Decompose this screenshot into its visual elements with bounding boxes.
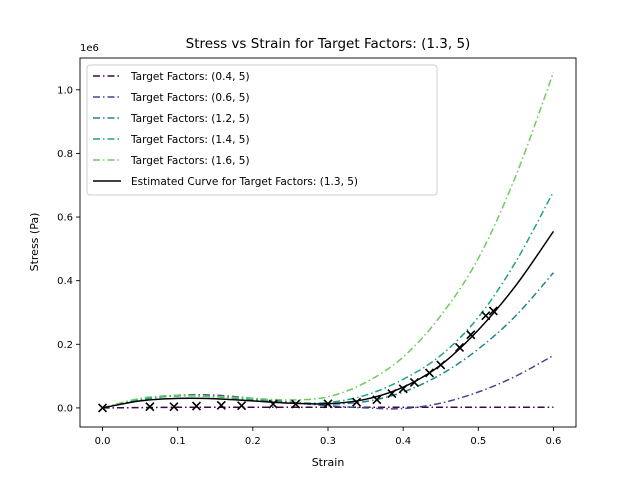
legend-box — [86, 64, 438, 196]
marker-layer — [97, 306, 498, 413]
x-tick-label: 0.0 — [95, 436, 111, 447]
legend-entry-0: Target Factors: (0.4, 5) — [130, 71, 250, 83]
legend-entry-2: Target Factors: (1.2, 5) — [130, 113, 250, 125]
data-point-marker — [323, 399, 333, 409]
x-tick-label: 0.1 — [170, 436, 186, 447]
y-tick-label: 1.0 — [57, 85, 73, 96]
data-point-marker — [409, 377, 419, 388]
y-tick-label: 0.8 — [57, 149, 73, 160]
chart-title: Stress vs Strain for Target Factors: (1.… — [186, 36, 471, 52]
legend-entry-3: Target Factors: (1.4, 5) — [130, 134, 250, 146]
data-point-marker — [372, 395, 382, 405]
x-tick-label: 0.6 — [546, 436, 562, 447]
x-tick-label: 0.2 — [245, 436, 261, 447]
data-point-marker — [97, 403, 108, 413]
data-point-marker — [387, 389, 397, 399]
data-point-marker — [191, 401, 202, 411]
data-point-marker — [268, 399, 278, 409]
data-point-marker — [466, 330, 476, 340]
data-point-marker — [436, 360, 446, 370]
x-axis-label: Strain — [312, 456, 345, 469]
y-offset-label: 1e6 — [80, 43, 99, 54]
x-tick-label: 0.5 — [470, 436, 486, 447]
legend-entry-5: Estimated Curve for Target Factors: (1.3… — [131, 176, 358, 188]
data-point-marker — [145, 402, 155, 412]
data-point-marker — [216, 400, 226, 410]
y-axis: 0.0 0.2 0.4 0.6 0.8 1.0 — [57, 85, 80, 414]
y-tick-label: 0.6 — [57, 213, 73, 224]
data-point-marker — [169, 402, 179, 412]
legend-entry-1: Target Factors: (0.6, 5) — [130, 92, 250, 104]
data-point-marker — [488, 306, 498, 316]
data-point-marker — [291, 399, 301, 409]
x-tick-label: 0.4 — [395, 436, 411, 447]
data-point-marker — [481, 311, 491, 321]
series-line-0 — [102, 406, 554, 409]
data-point-marker — [351, 397, 362, 407]
data-point-marker — [398, 384, 408, 394]
data-point-marker — [424, 368, 435, 378]
series-line-4 — [102, 72, 555, 409]
data-point-marker — [454, 342, 465, 353]
x-axis: 0.0 0.1 0.2 0.3 0.4 0.5 0.6 — [95, 427, 562, 447]
y-tick-label: 0.0 — [57, 403, 73, 414]
x-tick-label: 0.3 — [320, 436, 336, 447]
legend: Target Factors: (0.4, 5) Target Factors: … — [86, 64, 438, 196]
legend-entry-4: Target Factors: (1.6, 5) — [130, 155, 250, 167]
y-axis-label: Stress (Pa) — [28, 213, 41, 272]
data-point-marker — [237, 401, 247, 411]
y-tick-label: 0.2 — [57, 340, 73, 351]
y-tick-label: 0.4 — [57, 276, 73, 287]
